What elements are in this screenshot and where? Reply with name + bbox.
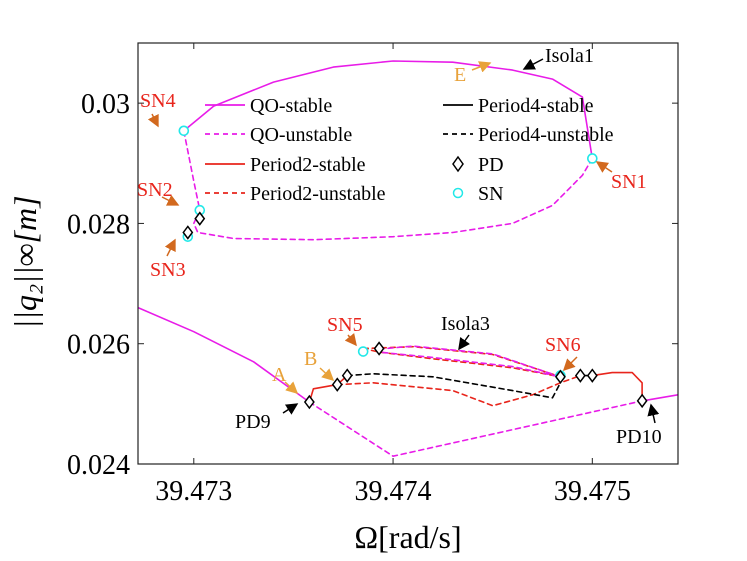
arrow-b [319,367,335,382]
marker-layer [178,125,648,410]
series-line-6 [336,374,582,407]
legend: QO-stable Period4-stable QO-unstable Per… [205,95,614,205]
label-isola3: Isola3 [441,313,490,335]
pd-marker-8 [586,368,598,383]
x-tick-label-2: 39.475 [554,476,631,507]
arrow-pd10 [647,403,660,424]
label-e: E [454,64,466,86]
arrow-e [471,61,492,73]
pd-marker-2 [303,394,315,410]
arrow-pd9 [282,403,299,415]
pd-marker-1 [194,211,206,226]
legend-label-period4-stable: Period4-stable [478,95,594,117]
label-sn6: SN6 [545,334,581,356]
series-line-3 [308,400,643,458]
legend-label-period2-stable: Period2-stable [250,154,366,176]
pd-marker-5 [373,341,385,356]
sn-marker-3 [587,153,598,164]
label-sn3: SN3 [150,259,186,281]
label-sn4: SN4 [140,90,176,112]
series-line-8 [346,372,562,399]
label-b: B [304,348,317,370]
pd-marker-3 [331,377,343,392]
series-line-0 [183,60,594,160]
legend-label-pd: PD [478,154,504,176]
y-tick-label-3: 0.03 [81,89,130,120]
x-tick-label-1: 39.474 [355,476,432,507]
arrow-isola1 [522,58,544,70]
series-line-7 [591,371,643,402]
label-sn1: SN1 [611,171,647,193]
legend-label-sn: SN [478,183,504,205]
y-tick-label-0: 0.024 [67,450,130,481]
label-sn5: SN5 [327,314,363,336]
series-layer [138,60,678,458]
axis-layer: 39.473 39.474 39.475 0.024 0.026 0.028 0.03 [67,43,678,507]
pd-marker-9 [636,393,648,409]
series-line-5 [308,374,349,403]
label-isola1: Isola1 [545,45,594,67]
legend-swatch-pd [452,155,464,173]
arrow-sn5 [344,333,357,347]
annotation-labels: SN4 SN2 SN3 SN1 SN5 SN6 E A B Isola1 Iso… [137,45,662,448]
series-line-11 [378,345,562,378]
legend-label-period2-unstable: Period2-unstable [250,183,386,205]
sn-marker-0 [178,125,190,137]
label-a: A [272,364,287,386]
x-axis-label: Ω[rad/s] [354,519,461,555]
legend-label-period4-unstable: Period4-unstable [478,124,614,146]
series-line-2 [138,306,311,403]
label-sn2: SN2 [137,179,173,201]
label-pd10: PD10 [616,426,662,448]
x-tick-label-0: 39.473 [155,476,232,507]
pd-marker-7 [574,368,586,383]
arrows [147,58,660,424]
sn-marker-4 [357,346,369,357]
y-axis-label: ||q₂||∞[m] [7,195,43,328]
pd-marker-4 [341,368,353,383]
arrow-isola3 [458,334,470,351]
legend-label-qo-unstable: QO-unstable [250,124,352,146]
plot-frame [137,42,679,465]
pd-marker-0 [182,225,194,240]
legend-swatch-sn [452,187,464,199]
y-tick-label-1: 0.026 [67,330,130,361]
y-tick-label-2: 0.028 [67,209,130,240]
arrow-a [284,381,299,395]
label-pd9: PD9 [235,411,271,433]
arrow-sn4 [147,113,159,128]
arrow-sn3 [164,238,176,257]
arrow-sn1 [595,161,613,173]
arrow-sn2 [161,194,180,206]
arrow-sn6 [562,356,578,372]
series-line-1 [183,130,594,241]
legend-label-qo-stable: QO-stable [250,95,332,117]
pd-marker-6 [554,369,566,385]
series-line-4 [641,393,678,402]
